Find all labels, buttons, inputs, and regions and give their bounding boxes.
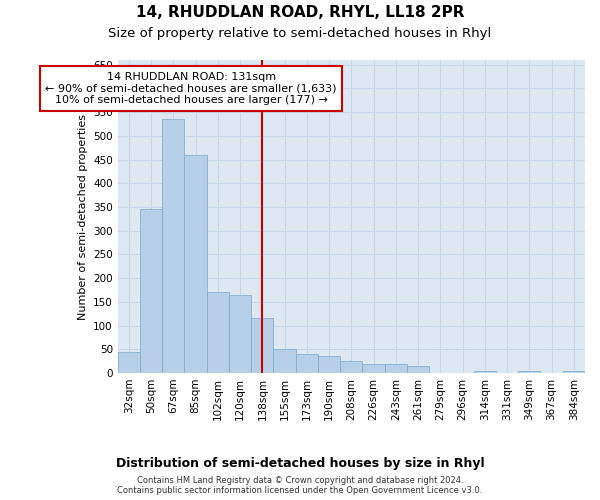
Bar: [318, 356, 340, 373]
Bar: [296, 354, 318, 373]
Bar: [118, 352, 140, 373]
Bar: [362, 364, 385, 373]
Bar: [229, 295, 251, 373]
Text: 14 RHUDDLAN ROAD: 131sqm
← 90% of semi-detached houses are smaller (1,633)
10% o: 14 RHUDDLAN ROAD: 131sqm ← 90% of semi-d…: [46, 72, 337, 105]
Bar: [140, 210, 162, 373]
Bar: [518, 370, 541, 373]
Bar: [251, 318, 274, 373]
Text: Contains HM Land Registry data © Crown copyright and database right 2024.
Contai: Contains HM Land Registry data © Crown c…: [118, 476, 482, 495]
Bar: [385, 364, 407, 373]
Bar: [563, 370, 585, 373]
Bar: [407, 366, 429, 373]
Y-axis label: Number of semi-detached properties: Number of semi-detached properties: [77, 114, 88, 320]
Bar: [274, 350, 296, 373]
Text: Size of property relative to semi-detached houses in Rhyl: Size of property relative to semi-detach…: [109, 28, 491, 40]
Bar: [184, 155, 206, 373]
Text: Distribution of semi-detached houses by size in Rhyl: Distribution of semi-detached houses by …: [116, 458, 484, 470]
Bar: [474, 370, 496, 373]
Text: 14, RHUDDLAN ROAD, RHYL, LL18 2PR: 14, RHUDDLAN ROAD, RHYL, LL18 2PR: [136, 5, 464, 20]
Bar: [340, 361, 362, 373]
Bar: [206, 292, 229, 373]
Bar: [162, 120, 184, 373]
